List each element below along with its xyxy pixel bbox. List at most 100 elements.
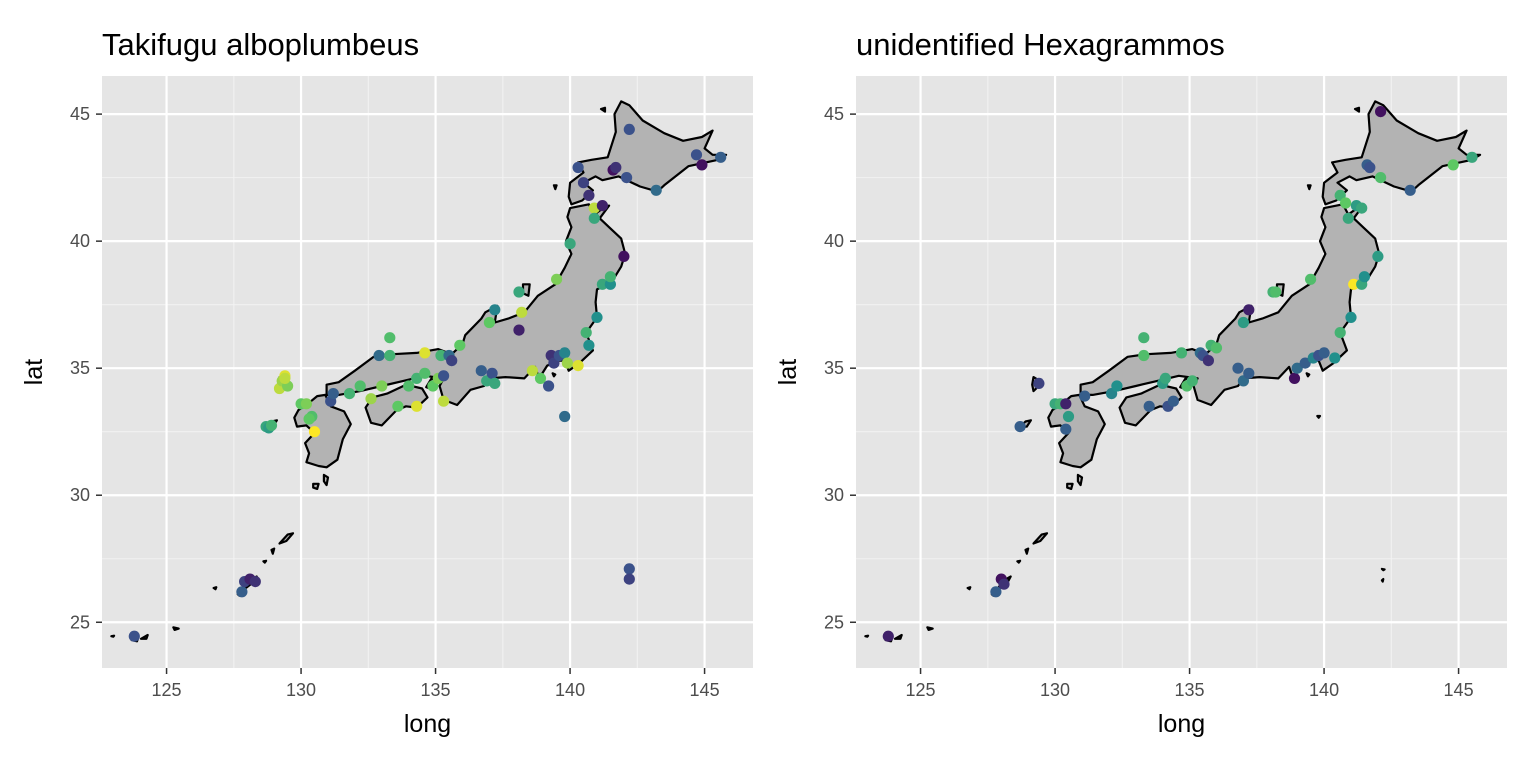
landmass-okushiri (1306, 184, 1312, 191)
data-point (572, 360, 584, 372)
data-point (623, 563, 635, 575)
data-point (411, 400, 423, 412)
y-tick-label: 45 (824, 104, 844, 124)
data-point (1202, 355, 1214, 367)
data-point (1138, 349, 1150, 362)
data-point (1033, 377, 1045, 389)
data-point (1375, 106, 1387, 118)
x-tick-label: 140 (555, 680, 585, 700)
landmass-hokkaido (1321, 100, 1482, 206)
data-point (1329, 352, 1341, 364)
landmass-yakushima (312, 482, 320, 490)
landmass-tanegashima (1076, 473, 1084, 487)
data-point (1186, 375, 1198, 387)
data-point (583, 189, 595, 201)
landmass-yakushima (1066, 482, 1074, 490)
data-point (249, 576, 261, 588)
data-point (128, 630, 140, 642)
data-point (1062, 410, 1075, 423)
y-tick-label: 40 (70, 231, 90, 251)
data-point (1372, 250, 1384, 262)
panel-title: unidentified Hexagrammos (856, 27, 1225, 62)
data-point (419, 347, 431, 359)
data-point (1348, 278, 1360, 290)
data-point (419, 367, 431, 379)
data-point (308, 426, 321, 438)
landmass-yonaguni (110, 634, 116, 638)
data-point (1288, 372, 1301, 384)
data-point (438, 395, 450, 407)
map-panel-2: unidentified Hexagrammos 125 130 135 140 145 2… (774, 27, 1507, 738)
data-point (446, 355, 458, 367)
landmass-tokunoshima (270, 547, 276, 555)
data-point (384, 349, 396, 362)
data-point (1305, 273, 1317, 285)
x-tick-label: 130 (1040, 680, 1070, 700)
data-point (650, 184, 662, 196)
data-point (1243, 304, 1255, 316)
x-axis-title: long (1158, 710, 1205, 738)
data-point (577, 177, 590, 189)
y-tick-label: 25 (824, 612, 844, 632)
x-tick-label: 130 (286, 680, 316, 700)
data-point (690, 149, 703, 161)
x-axis-title: long (404, 710, 451, 738)
landmass-amami (278, 532, 295, 545)
data-point (623, 123, 635, 135)
data-point (1299, 357, 1311, 369)
data-point (1447, 159, 1459, 171)
data-point (1167, 395, 1179, 407)
x-tick-label: 125 (152, 680, 182, 700)
data-point (1079, 390, 1091, 402)
data-point (265, 419, 278, 431)
data-point (1060, 423, 1072, 435)
y-tick-label: 45 (70, 104, 90, 124)
data-point (365, 393, 377, 405)
data-point (591, 311, 603, 323)
data-point (1364, 161, 1376, 174)
data-point (1210, 342, 1223, 354)
y-tick-label: 35 (824, 358, 844, 378)
data-point (392, 400, 404, 412)
map-panel-1: Takifugu alboplumbeus 125 130 135 140 145 25 30… (20, 27, 753, 738)
data-point (343, 388, 356, 400)
data-point (572, 161, 584, 174)
data-point (623, 573, 635, 585)
data-point (1232, 362, 1244, 374)
data-point (610, 161, 622, 174)
x-tick-label: 145 (1444, 680, 1474, 700)
data-point (489, 304, 501, 316)
landmass-oshima (1305, 372, 1311, 378)
y-tick-label: 25 (70, 612, 90, 632)
data-point (588, 212, 600, 224)
data-point (1466, 151, 1478, 163)
landmass-amami (1032, 532, 1049, 545)
landmass-kume (966, 586, 972, 591)
data-point (384, 332, 396, 344)
data-point (596, 200, 609, 212)
data-point (489, 377, 501, 389)
data-point (303, 413, 315, 425)
data-point (583, 339, 595, 351)
data-point (438, 370, 450, 382)
data-point (483, 316, 495, 329)
data-point (534, 372, 547, 384)
x-tick-label: 125 (906, 680, 936, 700)
data-point (435, 349, 447, 362)
data-point (1318, 347, 1330, 359)
y-tick-label: 35 (70, 358, 90, 378)
data-point (373, 349, 385, 362)
x-tick-label: 135 (421, 680, 451, 700)
data-point (1159, 372, 1171, 384)
landmass-chichijima (1380, 567, 1386, 572)
landmass-hachijo (1316, 414, 1322, 419)
y-axis-title: lat (20, 359, 48, 385)
data-point (604, 271, 617, 283)
landmass-hahajima (1380, 577, 1385, 583)
data-point (1243, 367, 1255, 379)
y-tick-label: 40 (824, 231, 844, 251)
data-point (300, 398, 312, 410)
axes: 125 130 135 140 145 25 30 35 40 45 long lat (774, 104, 1474, 738)
